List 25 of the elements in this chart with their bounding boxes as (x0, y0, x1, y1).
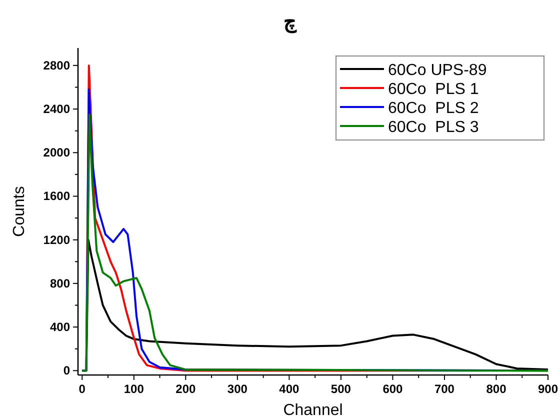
y-tick-label: 2400 (43, 102, 70, 116)
y-tick-label: 800 (50, 276, 70, 290)
x-tick-label: 400 (279, 382, 300, 396)
x-tick-label: 900 (538, 382, 558, 396)
y-tick-label: 2800 (43, 58, 70, 72)
y-tick-label: 2000 (43, 146, 70, 160)
y-tick-label: 1200 (43, 232, 70, 247)
y-tick-label: 0 (63, 364, 70, 378)
legend-label: 60Co PLS 1 (388, 81, 479, 98)
x-axis-title: Channel (283, 402, 343, 419)
x-tick-label: 700 (434, 382, 455, 396)
legend-label: 60Co PLS 2 (388, 100, 479, 117)
legend-label: 60Co UPS-89 (388, 62, 487, 79)
y-axis-title: Counts (11, 186, 28, 237)
x-tick-label: 500 (330, 382, 352, 396)
x-tick-label: 200 (176, 382, 196, 396)
x-tick-label: 100 (124, 382, 144, 396)
x-tick-label: 0 (78, 382, 86, 396)
y-tick-label: 1600 (43, 189, 70, 204)
chart-title: چ (284, 9, 298, 34)
legend-label: 60Co PLS 3 (388, 119, 479, 136)
x-tick-label: 600 (382, 382, 404, 396)
x-tick-label: 300 (227, 382, 248, 396)
y-tick-label: 400 (50, 320, 70, 334)
x-tick-label: 800 (486, 382, 507, 396)
